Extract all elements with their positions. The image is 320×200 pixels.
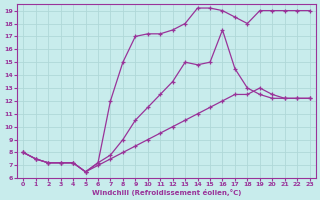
X-axis label: Windchill (Refroidissement éolien,°C): Windchill (Refroidissement éolien,°C) [92, 189, 241, 196]
